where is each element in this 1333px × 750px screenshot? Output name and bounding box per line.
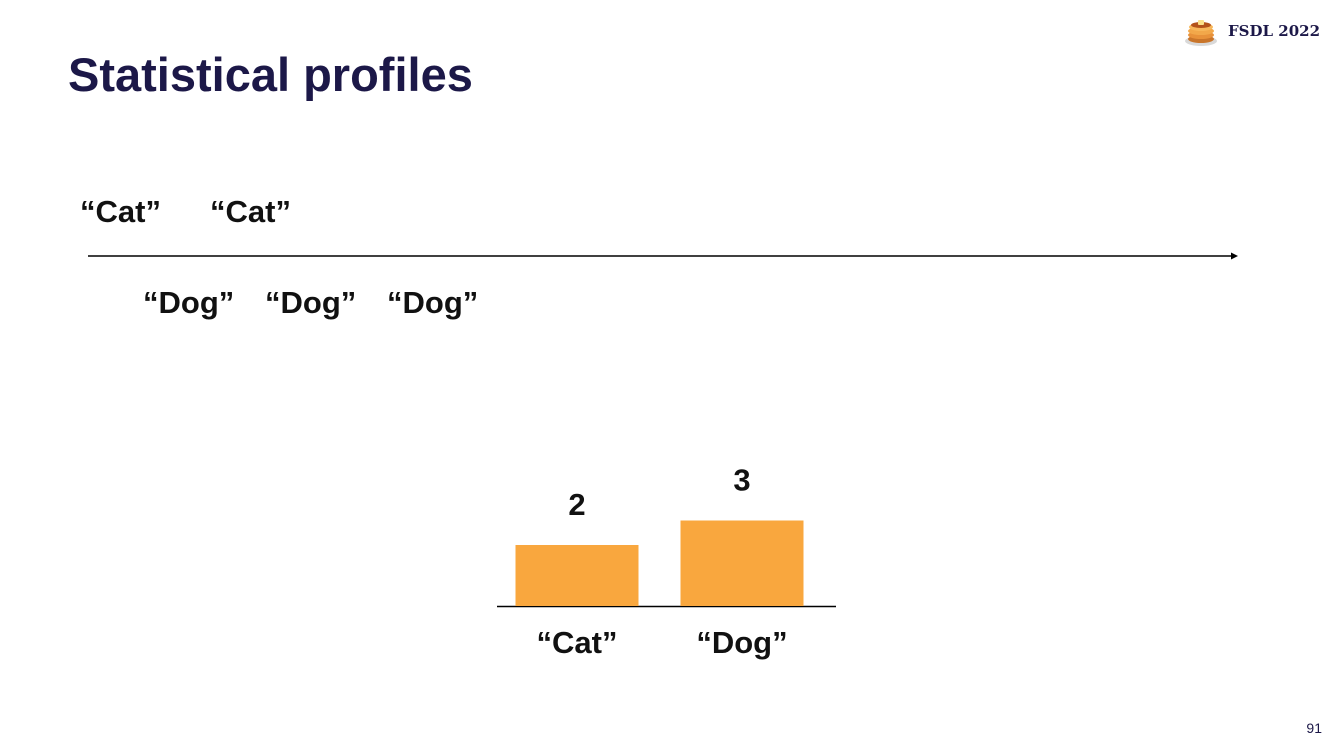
timeline-token-cat: “Cat” (210, 194, 291, 229)
slide-title: Statistical profiles (68, 48, 473, 101)
category-label: “Dog” (696, 625, 787, 660)
brand-label: FSDL 2022 (1228, 22, 1321, 40)
pancakes-icon (1184, 15, 1218, 47)
bar (515, 545, 639, 606)
bar (680, 520, 804, 606)
data-label: 2 (568, 487, 585, 522)
data-label: 3 (733, 463, 750, 498)
brand: FSDL 2022 (1184, 15, 1320, 47)
timeline-token-dog: “Dog” (143, 285, 235, 320)
timeline-token-dog: “Dog” (265, 285, 357, 320)
page-number: 91 (1306, 720, 1322, 736)
timeline-axis (88, 250, 1240, 262)
timeline-token-cat: “Cat” (80, 194, 161, 229)
timeline-token-dog: “Dog” (387, 285, 479, 320)
category-label: “Cat” (537, 625, 618, 660)
